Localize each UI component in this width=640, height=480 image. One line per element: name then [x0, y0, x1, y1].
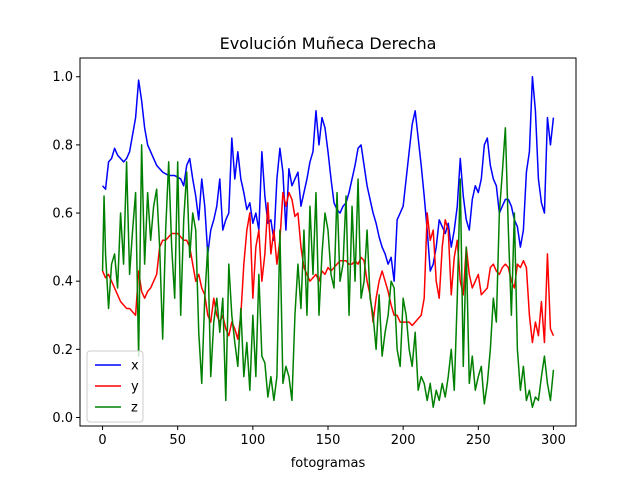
y-tick-label: 0.2 [52, 343, 73, 358]
legend: xyz [86, 350, 144, 423]
x-axis-label: fotogramas [291, 456, 366, 471]
x-tick-label: 50 [169, 433, 186, 448]
chart-title: Evolución Muñeca Derecha [220, 34, 437, 53]
x-tick-label: 100 [240, 433, 265, 448]
y-tick-label: 0.8 [52, 138, 73, 153]
y-tick-label: 0.6 [52, 207, 73, 222]
legend-label-z: z [131, 401, 138, 416]
x-tick-label: 150 [316, 433, 341, 448]
series-line-y [101, 191, 555, 344]
y-axis: 0.0 0.2 0.4 0.6 0.8 1.0 [52, 70, 80, 426]
series-line-z [101, 127, 555, 409]
y-tick-label: 0.4 [52, 275, 73, 290]
y-tick-label: 1.0 [52, 70, 73, 85]
legend-label-y: y [131, 380, 139, 395]
x-tick-label: 250 [466, 433, 491, 448]
y-tick-label: 0.0 [52, 411, 73, 426]
x-tick-label: 200 [391, 433, 416, 448]
x-tick-label: 0 [98, 433, 106, 448]
x-axis: 0 50 100 150 200 250 300 [98, 426, 566, 448]
series-line-x [101, 75, 555, 282]
x-tick-label: 300 [541, 433, 566, 448]
series-layer [101, 75, 555, 409]
legend-label-x: x [131, 359, 139, 374]
